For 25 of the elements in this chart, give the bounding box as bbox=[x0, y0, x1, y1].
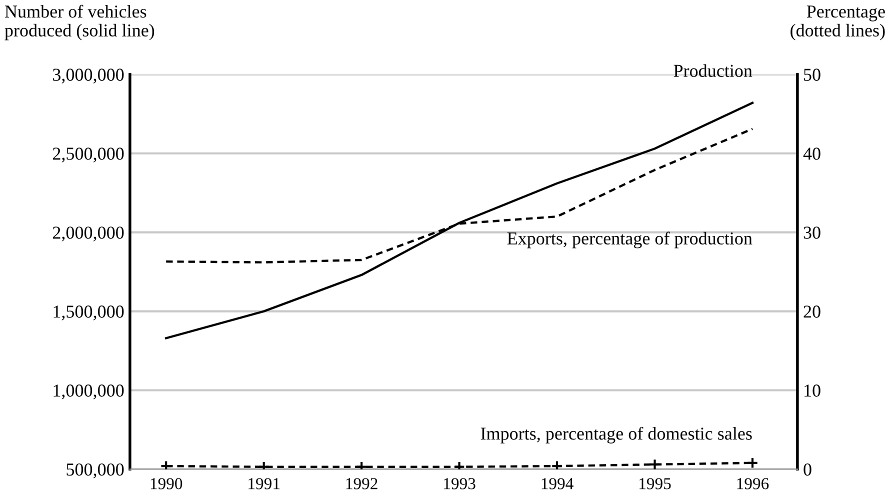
y2-axis-title: Percentage (dotted lines) bbox=[790, 6, 885, 40]
x-tick-label: 1991 bbox=[248, 478, 280, 490]
y-tick-label: 1,500,000 bbox=[54, 306, 124, 320]
y2-tick-label: 10 bbox=[804, 384, 820, 397]
series-label: Production bbox=[674, 64, 752, 77]
y-tick-label: 3,000,000 bbox=[53, 68, 124, 84]
y-tick-label: 500,000 bbox=[66, 463, 124, 478]
y2-tick-label: 30 bbox=[804, 226, 820, 239]
series-label: Exports, percentage of production bbox=[507, 232, 752, 248]
y-tick-label: 2,000,000 bbox=[52, 226, 124, 242]
x-tick-label: 1993 bbox=[444, 478, 476, 490]
y-tick-label: 1,000,000 bbox=[54, 384, 124, 400]
y2-tick-label: 50 bbox=[804, 68, 820, 81]
x-tick-label: 1995 bbox=[640, 478, 671, 490]
y2-tick-label: 40 bbox=[803, 148, 820, 160]
y2-tick-label: 20 bbox=[804, 306, 820, 318]
y-axis-title: Number of vehicles produced (solid line) bbox=[4, 4, 154, 40]
x-tick-label: 1990 bbox=[150, 478, 182, 490]
y2-tick-label: 0 bbox=[804, 463, 812, 476]
x-tick-label: 1996 bbox=[737, 478, 769, 490]
x-tick-label: 1992 bbox=[346, 478, 378, 490]
y-tick-label: 2,500,000 bbox=[52, 148, 124, 162]
x-tick-label: 1994 bbox=[542, 478, 574, 490]
line-series bbox=[164, 102, 754, 340]
series-label: Imports, percentage of domestic sales bbox=[480, 426, 752, 444]
